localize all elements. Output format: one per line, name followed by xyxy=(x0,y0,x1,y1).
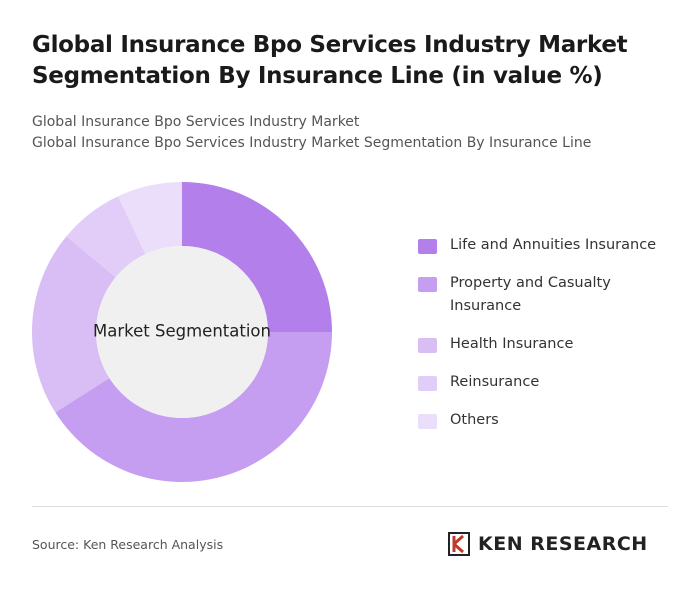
donut-slice xyxy=(182,182,332,332)
legend-swatch xyxy=(418,414,437,429)
donut-slice xyxy=(118,182,182,255)
divider xyxy=(32,506,668,507)
source: Source: Ken Research Analysis xyxy=(32,537,224,552)
legend-label: Life and Annuities Insurance xyxy=(450,237,657,253)
legend-item: Property and Casualty Insurance xyxy=(418,272,658,318)
donut-hole xyxy=(96,246,268,418)
legend-item: Others xyxy=(418,409,658,432)
legend-swatch xyxy=(418,338,437,353)
subtitle-2: Global Insurance Bpo Services Industry M… xyxy=(32,135,592,151)
donut-chart: Market Segmentation xyxy=(32,182,333,482)
chart-title: Global Insurance Bpo Services Industry M… xyxy=(32,32,628,89)
legend-item: Reinsurance xyxy=(418,371,658,394)
legend-label: Others xyxy=(450,412,499,428)
donut-slice xyxy=(55,332,333,482)
logo-text: KEN RESEARCH xyxy=(478,533,648,555)
legend-label: Health Insurance xyxy=(450,336,574,352)
legend-item: Health Insurance xyxy=(418,333,658,356)
legend-swatch xyxy=(418,277,437,292)
subtitle: Global Insurance Bpo Services Industry M… xyxy=(32,114,360,130)
center-label: Market Segmentation xyxy=(93,322,271,341)
legend-swatch xyxy=(418,376,437,391)
legend: Life and Annuities Insurance Property and… xyxy=(418,234,658,447)
logo-icon xyxy=(448,532,470,556)
logo: KEN RESEARCH xyxy=(448,532,648,556)
donut-slice xyxy=(66,196,146,278)
legend-item: Life and Annuities Insurance xyxy=(418,234,658,257)
donut-slice xyxy=(32,236,116,413)
legend-label: Property and Casualty Insurance xyxy=(450,275,611,314)
legend-swatch xyxy=(418,239,437,254)
legend-label: Reinsurance xyxy=(450,374,540,390)
